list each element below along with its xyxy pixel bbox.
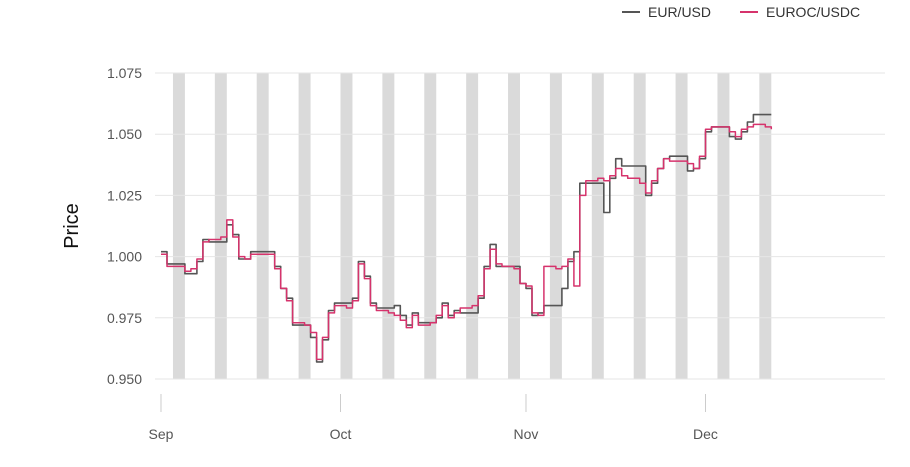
weekend-band <box>633 73 646 379</box>
y-tick-label: 1.075 <box>107 65 142 81</box>
series-line-2 <box>161 123 773 361</box>
x-axis: Sep Oct Nov Dec <box>149 394 718 442</box>
weekend-band <box>675 73 688 379</box>
weekend-band <box>717 73 730 379</box>
y-tick-label: 0.975 <box>107 310 142 326</box>
weekend-band <box>759 73 772 379</box>
weekend-bands <box>172 73 772 379</box>
x-tick-label: Oct <box>330 426 352 442</box>
legend-label: EUR/USD <box>648 4 711 20</box>
y-axis-label: Price <box>61 203 83 249</box>
y-tick-label: 1.025 <box>107 187 142 203</box>
weekend-band <box>424 73 437 379</box>
x-tick-label: Sep <box>149 426 174 442</box>
weekend-band <box>256 73 269 379</box>
weekend-band <box>214 73 227 379</box>
y-tick-label: 0.950 <box>107 371 142 387</box>
x-tick-label: Dec <box>693 426 718 442</box>
weekend-band <box>382 73 395 379</box>
y-axis: 0.950 0.975 1.000 1.025 1.050 1.075 <box>107 65 142 387</box>
x-tick-label: Nov <box>514 426 539 442</box>
weekend-band <box>508 73 520 379</box>
series-lines <box>161 113 773 363</box>
y-tick-label: 1.000 <box>107 249 142 265</box>
weekend-band <box>172 73 185 379</box>
legend-label: EUROC/USDC <box>766 4 860 20</box>
weekend-band <box>549 73 562 379</box>
gridlines <box>155 72 885 380</box>
weekend-band <box>340 73 353 379</box>
weekend-band <box>591 73 604 379</box>
y-tick-label: 1.050 <box>107 126 142 142</box>
weekend-band <box>466 73 479 379</box>
legend: EUR/USD EUROC/USDC <box>622 4 860 20</box>
weekend-band <box>298 73 311 379</box>
